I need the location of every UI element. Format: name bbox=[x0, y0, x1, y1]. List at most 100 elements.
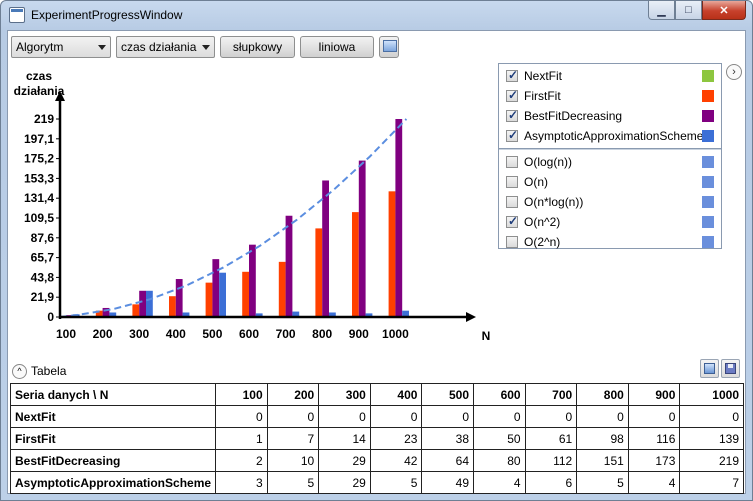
legend-swatch bbox=[702, 110, 714, 122]
legend-checkbox[interactable] bbox=[506, 108, 518, 122]
bar bbox=[285, 215, 293, 317]
legend-item[interactable]: NextFit bbox=[499, 66, 721, 86]
x-tick-label: 1000 bbox=[382, 327, 409, 341]
bar bbox=[95, 310, 103, 317]
table-header-first: Seria danych \ N bbox=[9, 383, 217, 406]
legend-item[interactable]: O(2^n) bbox=[499, 232, 721, 252]
bar bbox=[132, 304, 140, 317]
maximize-button[interactable]: □ bbox=[675, 1, 702, 20]
y-tick-label: 175,2 bbox=[24, 152, 54, 166]
data-table: Seria danych \ N 100 200 300 400 500 600 700 80… bbox=[9, 383, 744, 494]
export-image-button[interactable] bbox=[379, 36, 399, 58]
y-tick-label: 219 bbox=[34, 112, 54, 126]
legend-item[interactable]: O(n) bbox=[499, 172, 721, 192]
image-icon bbox=[704, 363, 715, 374]
y-tick-label: 87,6 bbox=[31, 231, 55, 245]
legend-checkbox[interactable] bbox=[506, 176, 518, 188]
table-cell: 29 bbox=[318, 449, 371, 472]
table-cell: 0 bbox=[524, 405, 578, 428]
table-cell: 10 bbox=[266, 449, 320, 472]
x-tick-label: 100 bbox=[56, 327, 76, 341]
algorithm-combo[interactable]: Algorytm bbox=[11, 36, 111, 58]
chart-area: 0 21,9 43,8 65,7 87,6 109,5 131,4 153,3 175,2 197… bbox=[8, 61, 496, 361]
table-cell: 5 bbox=[266, 471, 320, 494]
bar bbox=[182, 312, 190, 317]
x-tick-label: 300 bbox=[129, 327, 149, 341]
y-axis-arrow bbox=[55, 91, 65, 101]
table-column-header: 100 bbox=[215, 383, 268, 406]
legend-label: NextFit bbox=[524, 69, 563, 83]
expand-legend-button[interactable]: › bbox=[726, 64, 742, 80]
bar bbox=[278, 261, 286, 317]
table-cell: 98 bbox=[576, 427, 629, 450]
legend-label: O(n*log(n)) bbox=[524, 195, 584, 209]
bar bbox=[402, 310, 409, 317]
x-tick-label: 200 bbox=[93, 327, 113, 341]
legend-label: BestFitDecreasing bbox=[524, 109, 623, 123]
table-cell: 7 bbox=[679, 471, 744, 494]
legend-checkbox[interactable] bbox=[506, 214, 518, 228]
bar bbox=[329, 312, 336, 317]
legend-label: O(log(n)) bbox=[524, 155, 573, 169]
legend-item[interactable]: FirstFit bbox=[499, 86, 721, 106]
minimize-button[interactable]: ▁ bbox=[648, 1, 675, 20]
legend-item[interactable]: O(n*log(n)) bbox=[499, 192, 721, 212]
reference-curve-line bbox=[59, 118, 408, 318]
collapse-icon[interactable]: ^ bbox=[12, 364, 27, 379]
y-tick-label: 109,5 bbox=[24, 211, 54, 225]
legend-swatch bbox=[702, 70, 714, 82]
table-cell: 49 bbox=[421, 471, 475, 494]
x-tick-label: 800 bbox=[312, 327, 332, 341]
table-cell: 29 bbox=[318, 471, 371, 494]
bar bbox=[219, 272, 226, 317]
bar bbox=[292, 311, 300, 317]
algorithm-combo-value: Algorytm bbox=[16, 40, 64, 54]
legend-item[interactable]: O(log(n)) bbox=[499, 152, 721, 172]
legend-label: O(2^n) bbox=[524, 235, 561, 249]
title-bar[interactable]: ExperimentProgressWindow ▁ □ ✕ bbox=[1, 1, 752, 29]
legend-checkbox[interactable] bbox=[506, 156, 518, 168]
legend-checkbox[interactable] bbox=[506, 196, 518, 208]
x-tick-label: 600 bbox=[239, 327, 259, 341]
legend-swatch bbox=[702, 236, 714, 248]
legend-checkbox[interactable] bbox=[506, 88, 518, 102]
bar bbox=[102, 307, 110, 317]
legend-checkbox[interactable] bbox=[506, 128, 518, 142]
legend-item[interactable]: O(n^2) bbox=[499, 212, 721, 232]
legend-checkbox[interactable] bbox=[506, 236, 518, 248]
table-column-header: 300 bbox=[318, 383, 371, 406]
table-row: NextFit 0 0 0 0 0 0 0 0 0 0 bbox=[9, 405, 744, 428]
table-section-header: ^ Tabela bbox=[12, 359, 742, 381]
table-cell: 14 bbox=[318, 427, 371, 450]
legend-swatch bbox=[702, 90, 714, 102]
export-table-image-button[interactable] bbox=[700, 359, 719, 378]
close-button[interactable]: ✕ bbox=[702, 1, 746, 20]
y-tick-label: 21,9 bbox=[31, 290, 55, 304]
bar bbox=[255, 313, 263, 317]
table-cell: 61 bbox=[524, 427, 578, 450]
table-cell: 219 bbox=[679, 449, 744, 472]
client-area: Algorytm czas działania słupkowy liniowa… bbox=[7, 30, 746, 494]
table-cell: 38 bbox=[421, 427, 475, 450]
line-chart-button[interactable]: liniowa bbox=[300, 36, 374, 58]
bar bbox=[205, 282, 213, 317]
save-table-button[interactable] bbox=[721, 359, 740, 378]
chevron-down-icon bbox=[202, 45, 210, 50]
legend-item[interactable]: BestFitDecreasing bbox=[499, 106, 721, 126]
table-row: AsymptoticApproximationScheme 3 5 29 5 49 4 6 5 4… bbox=[9, 471, 744, 494]
y-tick-label: 0 bbox=[47, 310, 54, 324]
legend-item[interactable]: AsymptoticApproximationScheme bbox=[499, 126, 721, 146]
bar bbox=[322, 180, 329, 317]
table-column-header: 400 bbox=[369, 383, 423, 406]
table-cell: 5 bbox=[576, 471, 629, 494]
metric-combo[interactable]: czas działania bbox=[116, 36, 215, 58]
bar-chart-button[interactable]: słupkowy bbox=[220, 36, 295, 58]
y-tick-label: 153,3 bbox=[24, 171, 54, 185]
legend-checkbox[interactable] bbox=[506, 68, 518, 82]
bar-chart: 0 21,9 43,8 65,7 87,6 109,5 131,4 153,3 175,2 197… bbox=[14, 69, 491, 343]
window-title: ExperimentProgressWindow bbox=[31, 8, 183, 22]
legend-label: AsymptoticApproximationScheme bbox=[524, 129, 704, 143]
table-column-header: 600 bbox=[473, 383, 526, 406]
table-cell: 1 bbox=[215, 427, 268, 450]
